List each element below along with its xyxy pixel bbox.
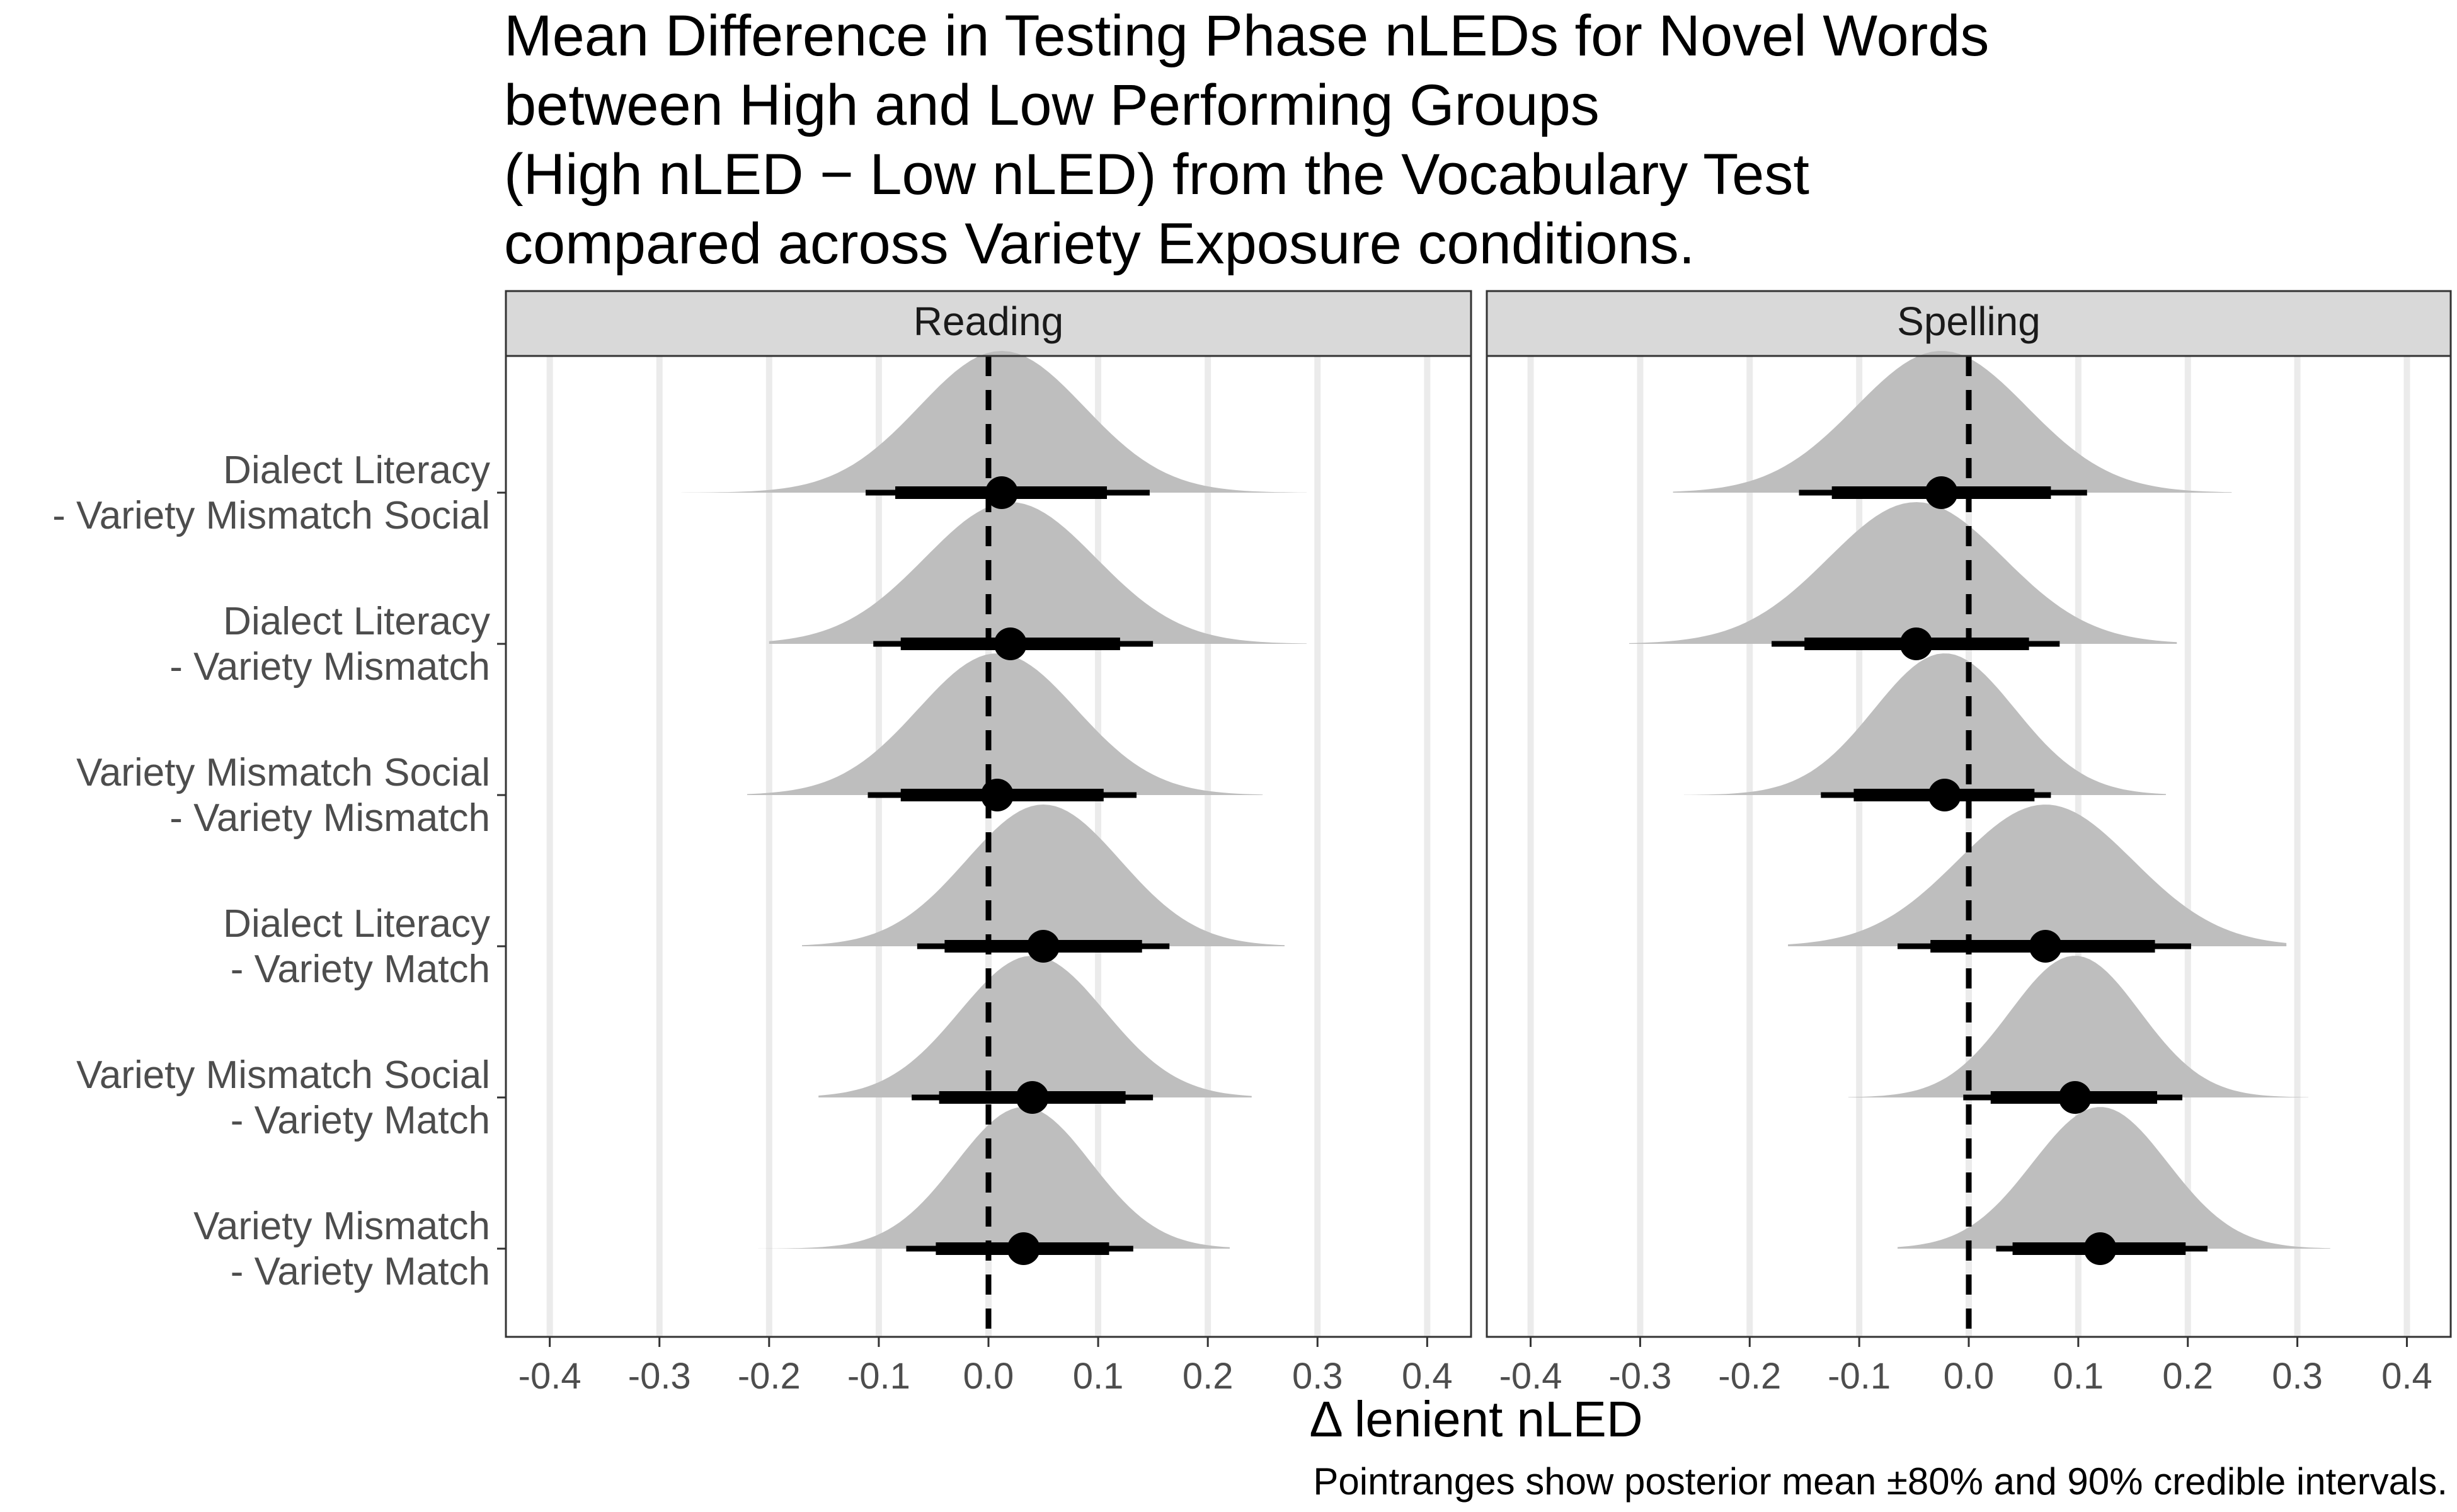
x-tick-label: 0.3 [1292,1356,1343,1397]
density-4 [1788,805,2287,946]
posterior-mean-point-5 [1016,1081,1049,1114]
x-tick-label: 0.4 [1402,1356,1453,1397]
y-tick-label-line-1: Variety Mismatch [193,1205,490,1248]
facet-strip [505,290,1472,357]
density-6 [758,1107,1230,1249]
density-6 [1898,1107,2330,1249]
density-3 [747,653,1263,795]
x-tick-label: -0.3 [1608,1356,1671,1397]
x-tick-label: 0.4 [2381,1356,2432,1397]
y-tick-label-line-2: - Variety Mismatch [169,645,490,689]
y-tick-label-line-2: - Variety Match [231,948,490,991]
posterior-mean-point-4 [1027,930,1060,963]
panel-spelling: Spelling -0.4 -0.3 -0.2 -0.1 0.0 0.1 0.2 0.3 0.4 [1486,290,2452,1397]
density-2 [1629,502,2177,644]
x-tick-label: 0.1 [1073,1356,1124,1397]
y-axis-labels: Dialect Literacy- Variety Mismatch Socia… [52,449,506,1293]
title-line-3: (High nLED − Low nLED) from the Vocabula… [504,142,1809,207]
x-tick-label: -0.4 [1499,1356,1562,1397]
posterior-mean-point-2 [1899,627,1933,660]
title-line-1: Mean Difference in Testing Phase nLEDs f… [504,4,1989,68]
facet-strip-label: Spelling [1897,299,2041,344]
density-5 [818,956,1252,1097]
posterior-mean-point-3 [1928,779,1961,811]
posterior-mean-point-2 [994,627,1027,660]
y-tick-label-line-2: - Variety Match [231,1250,490,1293]
y-tick-label-line-1: Dialect Literacy [223,902,490,946]
x-tick-label: -0.1 [1828,1356,1891,1397]
density-2 [769,502,1307,644]
facet-strip [1486,290,2452,357]
density-3 [1684,653,2166,795]
posterior-mean-point-3 [980,779,1014,811]
y-tick-label-line-2: - Variety Mismatch Social [52,494,490,537]
facet-panels: Reading-0.4 -0.3 -0.2 -0.1 0.0 0.1 0.2 0.3 0.4Sp… [505,290,2452,1397]
x-tick-label: -0.4 [518,1356,581,1397]
y-tick-label-line-1: Variety Mismatch Social [76,751,490,794]
posterior-mean-point-4 [2029,930,2062,963]
x-tick-label: 0.2 [1183,1356,1234,1397]
caption: Pointranges show posterior mean ±80% and… [1313,1460,2448,1503]
density-1 [681,351,1307,493]
y-tick-label-line-2: - Variety Mismatch [169,796,490,840]
x-tick-label: 0.0 [963,1356,1014,1397]
y-tick-label-line-1: Dialect Literacy [223,600,490,643]
x-tick-label: 0.3 [2272,1356,2323,1397]
x-tick-label: 0.2 [2162,1356,2213,1397]
x-tick-label: -0.2 [1718,1356,1781,1397]
title-line-2: between High and Low Performing Groups [504,73,1600,137]
chart-title: Mean Difference in Testing Phase nLEDs f… [504,4,1989,276]
x-tick-label: -0.2 [738,1356,801,1397]
posterior-mean-point-5 [2058,1081,2092,1114]
posterior-mean-point-1 [985,476,1018,509]
posterior-mean-point-6 [2083,1232,2117,1265]
y-tick-label-line-1: Dialect Literacy [223,449,490,492]
panel-reading: Reading -0.4 -0.3 -0.2 -0.1 0.0 0.1 0.2 0.3 0.4 [505,290,1472,1397]
x-tick-label: 0.0 [1944,1356,1995,1397]
posterior-mean-point-1 [1925,476,1958,509]
title-line-4: compared across Variety Exposure conditi… [504,212,1695,276]
x-tick-label: -0.3 [628,1356,691,1397]
posterior-mean-point-6 [1007,1232,1040,1265]
x-axis-title: Δ lenient nLED [1309,1391,1642,1447]
density-1 [1673,351,2232,493]
density-4 [802,805,1285,946]
x-tick-label: -0.1 [847,1356,910,1397]
y-tick-label-line-1: Variety Mismatch Social [76,1053,490,1097]
facet-strip-label: Reading [914,299,1063,344]
density-5 [1848,956,2308,1097]
y-tick-label-line-2: - Variety Match [231,1099,490,1142]
x-tick-label: 0.1 [2053,1356,2104,1397]
